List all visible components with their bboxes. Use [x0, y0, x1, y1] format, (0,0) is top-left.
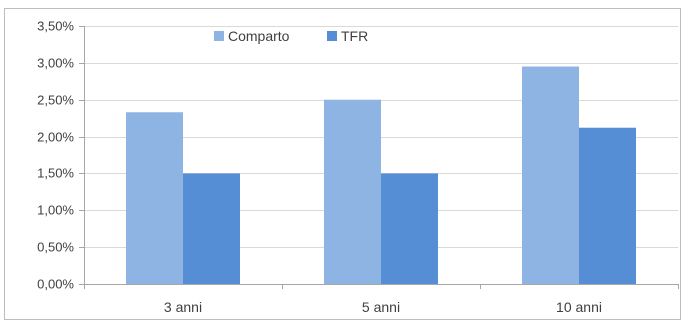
bar-tfr-2	[579, 127, 636, 285]
x-tick-label: 10 anni	[556, 299, 602, 315]
legend-label-tfr: TFR	[341, 28, 368, 44]
y-tick-label: 1,50%	[37, 166, 74, 181]
top-edge	[0, 0, 686, 3]
legend-swatch-tfr	[327, 31, 337, 41]
y-tick-label: 0,00%	[37, 277, 74, 292]
x-tick-label: 5 anni	[362, 299, 400, 315]
y-tick-label: 2,00%	[37, 130, 74, 145]
y-tick-label: 2,50%	[37, 93, 74, 108]
y-tick-label: 1,00%	[37, 203, 74, 218]
x-axis: 3 anni 5 anni 10 anni	[84, 284, 679, 315]
y-tick-label: 3,50%	[37, 19, 74, 34]
x-tick-label: 3 anni	[164, 299, 202, 315]
bar-comparto-0	[126, 112, 183, 284]
bar-tfr-1	[381, 173, 438, 284]
legend-swatch-comparto	[214, 31, 224, 41]
legend: Comparto TFR	[214, 28, 368, 44]
legend-label-comparto: Comparto	[228, 28, 290, 44]
y-axis: 0,00% 0,50% 1,00% 1,50% 2,00% 2,50% 3,00% 3,50%	[37, 19, 85, 292]
bar-comparto-2	[522, 66, 579, 285]
y-tick-label: 0,50%	[37, 240, 74, 255]
bar-comparto-1	[324, 99, 381, 284]
y-tick-label: 3,00%	[37, 56, 74, 71]
bars	[126, 66, 636, 285]
bar-tfr-0	[183, 173, 240, 284]
